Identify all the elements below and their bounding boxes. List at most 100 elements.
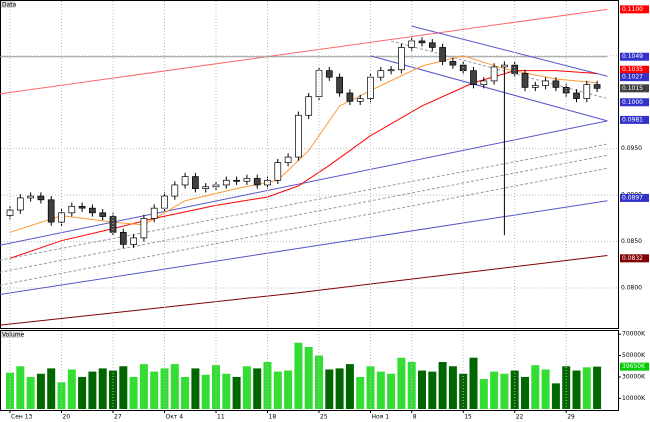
overlay-line [0, 200, 608, 296]
candle-body [501, 64, 508, 68]
volume-bar [294, 342, 303, 409]
x-tick-label: Окт 4 [166, 414, 184, 421]
price-marker [620, 115, 649, 124]
candle-body [583, 84, 591, 99]
candle-body [140, 218, 148, 239]
price-marker [620, 65, 649, 74]
candle-body [171, 184, 179, 197]
candle-body [181, 176, 189, 186]
overlay-line [9, 55, 598, 233]
price-marker [620, 254, 649, 263]
candle-body [346, 92, 354, 102]
x-tick-label: 8 [413, 414, 417, 421]
candle-body [68, 205, 76, 214]
x-tick-label: 29 [567, 414, 575, 421]
candle-body [295, 114, 302, 158]
x-tick-label: Сен 13 [11, 414, 33, 421]
volume-bar [222, 373, 231, 409]
candle-body [593, 84, 601, 89]
candle-body [78, 205, 86, 209]
candle-body [192, 176, 199, 190]
volume-bar [139, 364, 148, 409]
overlay-line [0, 8, 608, 95]
volume-bar [490, 371, 499, 409]
volume-bar [253, 368, 262, 409]
overlay-line [0, 255, 608, 326]
price-marker-label: 0.1015 [622, 85, 643, 92]
x-tick-label: 20 [63, 414, 71, 421]
candle-body [521, 73, 529, 88]
x-tick-label: 27 [114, 414, 122, 421]
volume-bar [469, 357, 478, 409]
x-tick-label: Ноя 1 [372, 414, 390, 421]
candle-body [542, 80, 549, 86]
volume-bar [479, 379, 488, 409]
panel-title-bg [1, 1, 15, 8]
price-marker-label: 0.0897 [622, 194, 643, 201]
candle-body [470, 70, 477, 85]
candle-body [367, 76, 374, 99]
volume-bar [500, 373, 509, 409]
price-marker-label: 0.1027 [622, 74, 643, 81]
candle-body [130, 237, 137, 245]
volume-bar [88, 371, 97, 409]
volume-bar [397, 357, 406, 409]
volume-bar [325, 369, 334, 409]
price-marker [620, 52, 649, 61]
volume-bar [356, 376, 365, 409]
candle-body [150, 207, 158, 219]
overlay-line [0, 120, 608, 246]
volume-bar [438, 361, 447, 409]
candle-body [511, 64, 519, 74]
price-marker [620, 84, 649, 93]
candle-body [202, 186, 210, 190]
overlay-line [370, 55, 608, 122]
volume-bar [242, 366, 251, 409]
volume-bar [541, 369, 550, 409]
volume-bar [191, 368, 200, 409]
candle-body [562, 87, 570, 94]
candle-body [243, 178, 251, 182]
price-marker [620, 362, 649, 371]
candle-body [449, 61, 457, 66]
candle-body [428, 42, 436, 48]
candle-body [284, 156, 292, 163]
candle-body [89, 207, 96, 214]
volume-bar [593, 366, 602, 409]
price-marker-label: 0.1049 [622, 53, 643, 60]
volume-bar [345, 364, 354, 409]
volume-bar [119, 366, 128, 409]
price-marker-label: 0.1035 [622, 66, 643, 73]
candle-body [531, 85, 539, 88]
volume-bar [150, 371, 159, 409]
volume-bar [428, 371, 437, 409]
candle-body [212, 184, 220, 188]
volume-bar [36, 373, 45, 409]
volume-bar [335, 368, 344, 409]
volume-bar [562, 366, 571, 409]
overlay-line [0, 143, 608, 261]
overlay-line [0, 154, 608, 273]
candle-body [315, 70, 323, 98]
x-tick-label: 18 [269, 414, 277, 421]
candle-body [233, 179, 240, 182]
volume-bar [26, 376, 35, 409]
volume-bar [273, 371, 282, 409]
x-tick-label: 11 [217, 414, 225, 421]
overlay-line [411, 25, 608, 77]
candle-body [99, 212, 107, 217]
volume-bar [232, 376, 241, 409]
y-tick-label: 0.0850 [621, 238, 642, 245]
overlay-line [390, 40, 608, 100]
volume-bar [376, 371, 385, 409]
candle-body [336, 76, 343, 94]
panel-title: Volume [2, 332, 25, 339]
candle-body [47, 199, 55, 223]
candle-body [325, 70, 333, 78]
volume-bar [304, 347, 313, 409]
volume-bar [57, 382, 66, 409]
candle-body [274, 162, 282, 181]
candle-body [119, 231, 127, 245]
panel-title: Data [2, 2, 17, 9]
